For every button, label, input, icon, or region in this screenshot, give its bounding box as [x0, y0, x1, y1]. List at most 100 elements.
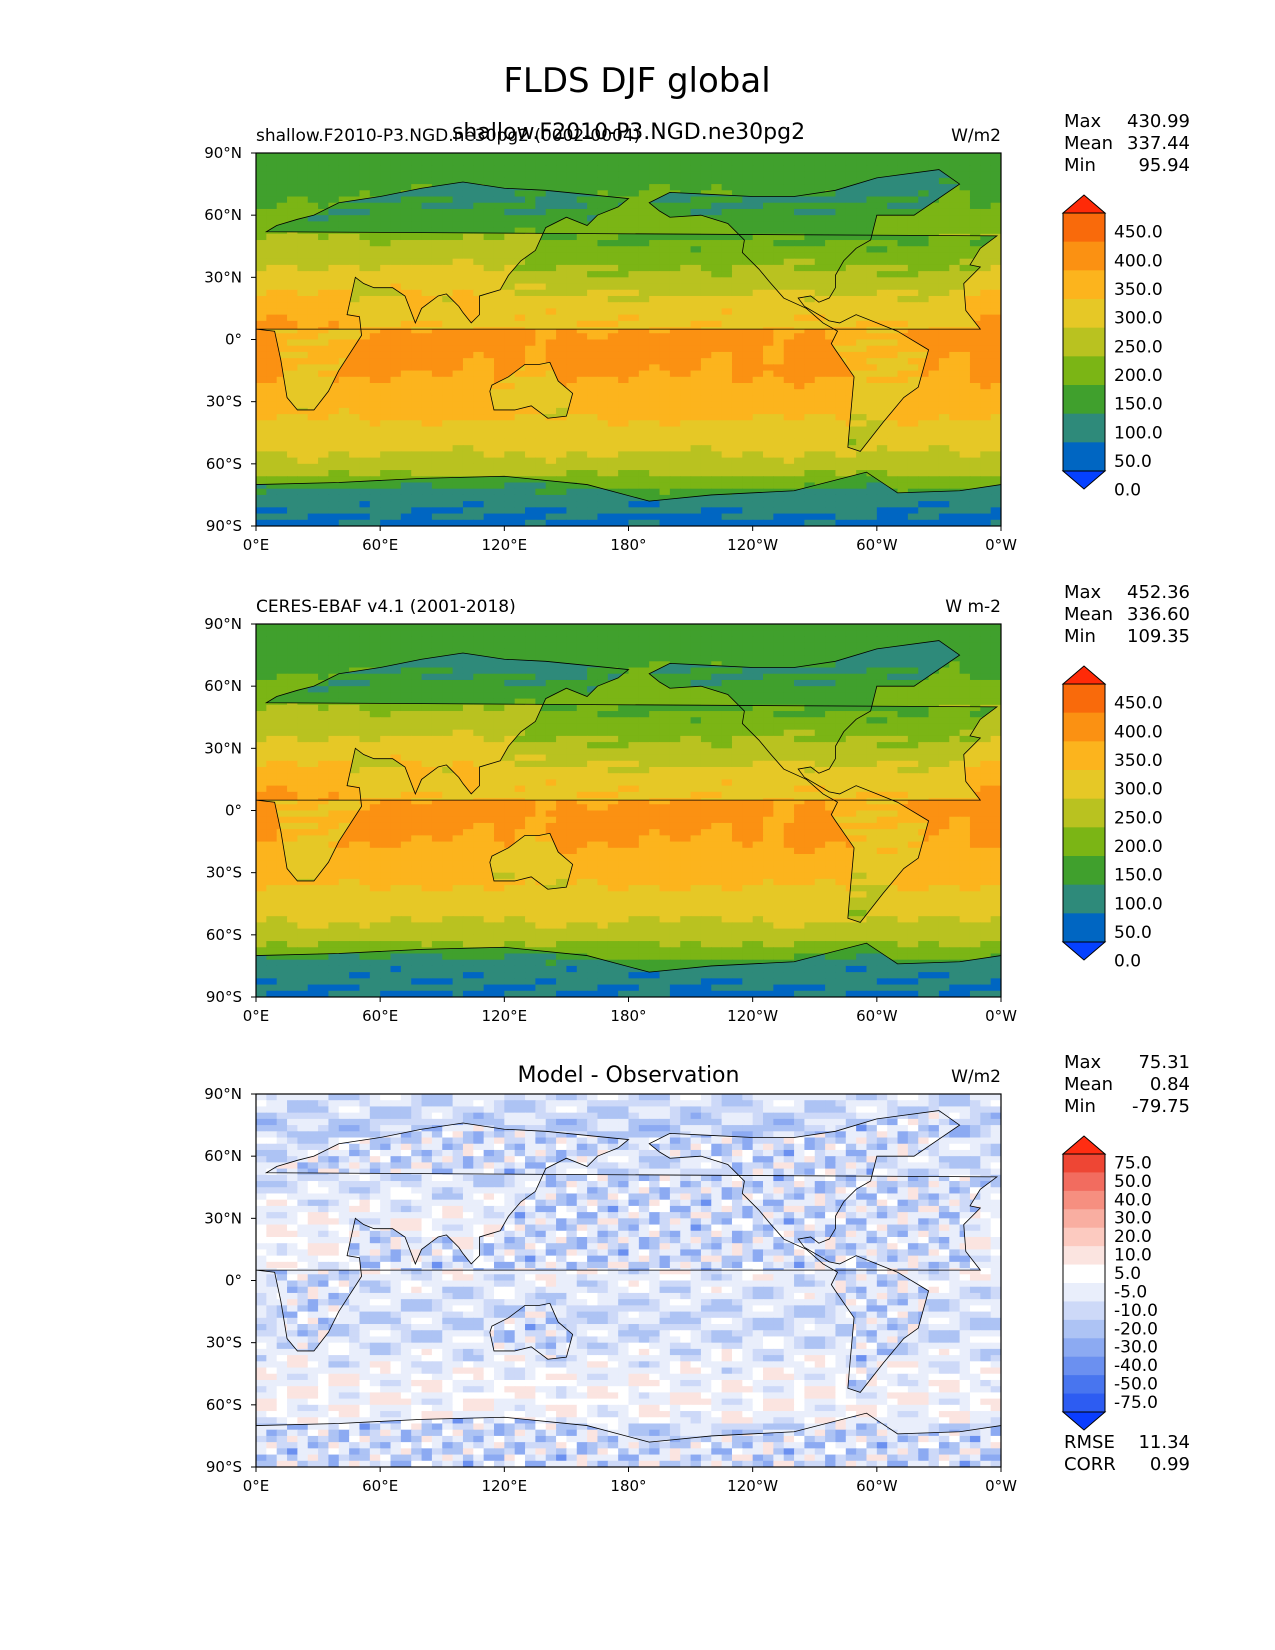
- y-tick-label: 0°: [225, 1272, 242, 1290]
- panel-title-center: shallow.F2010-P3.NGD.ne30pg2: [452, 120, 805, 145]
- colorbar-segment: [1063, 327, 1105, 357]
- panel-title-left: CERES-EBAF v4.1 (2001-2018): [256, 597, 516, 617]
- colorbar-segment: [1063, 1190, 1105, 1210]
- colorbar-segment: [1063, 1154, 1105, 1173]
- colorbar-segment: [1063, 270, 1105, 300]
- stat-label: Max: [1064, 582, 1102, 603]
- stat-label: Min: [1064, 1096, 1096, 1117]
- panel-2: 0°E 60°E 120°E 180° 120°W 60°W 0°W 90°N 60°N 30°N…: [204, 582, 1190, 1025]
- colorbar-segment: [1063, 712, 1105, 742]
- stat-value: 95.94: [1138, 155, 1190, 176]
- colorbar-tick-label: 5.0: [1114, 1264, 1141, 1284]
- y-tick-label: 30°N: [204, 268, 242, 286]
- colorbar-segment: [1063, 241, 1105, 271]
- x-tick-label: 0°E: [243, 1007, 270, 1025]
- panel-units: W m-2: [945, 597, 1001, 617]
- colorbar-segment: [1063, 1209, 1105, 1229]
- x-tick-label: 120°W: [727, 536, 778, 554]
- colorbar-tick-label: 200.0: [1114, 366, 1163, 386]
- colorbar-segment: [1063, 1393, 1105, 1413]
- colorbar-max-extend: [1061, 194, 1107, 214]
- colorbar-segment: [1063, 884, 1105, 914]
- colorbar-tick-label: 100.0: [1114, 894, 1163, 914]
- map-field: [256, 1094, 1001, 1467]
- coastline-2: [489, 1302, 574, 1360]
- colorbar-max-extend: [1061, 1135, 1107, 1155]
- panel-1: 0°E 60°E 120°E 180° 120°W 60°W 0°W 90°N 60°N 30°N…: [204, 111, 1190, 554]
- stat-value: 11.34: [1138, 1432, 1190, 1453]
- coastline-0: [256, 1122, 999, 1352]
- colorbar-tick-label: 0.0: [1114, 481, 1141, 501]
- colorbar-min-extend: [1061, 470, 1107, 490]
- stat-value: 430.99: [1127, 111, 1190, 132]
- stat-label: Max: [1064, 1052, 1102, 1073]
- colorbar-segment: [1063, 741, 1105, 771]
- panel-3: 0°E 60°E 120°E 180° 120°W 60°W 0°W 90°N 60°N 30°N…: [204, 1052, 1190, 1495]
- coastline-0: [256, 181, 999, 411]
- y-tick-label: 0°: [225, 802, 242, 820]
- stat-value: 0.84: [1150, 1074, 1190, 1095]
- colorbar-min-extend: [1061, 1411, 1107, 1431]
- colorbar: 450.0 400.0 350.0 300.0 250.0 200.0 150.0 100.0…: [1061, 194, 1163, 501]
- coastline-1: [648, 1110, 961, 1393]
- x-tick-label: 120°E: [482, 536, 528, 554]
- x-tick-label: 60°E: [362, 1477, 398, 1495]
- coastline-1: [648, 640, 961, 923]
- colorbar-segment: [1063, 798, 1105, 828]
- colorbar-tick-label: 350.0: [1114, 751, 1163, 771]
- x-tick-label: 120°E: [482, 1007, 528, 1025]
- coastline-3: [256, 471, 1001, 526]
- panel-units: W/m2: [951, 1067, 1001, 1087]
- colorbar-tick-label: 400.0: [1114, 722, 1163, 742]
- colorbar-tick-label: 75.0: [1114, 1153, 1152, 1173]
- colorbar-segment: [1063, 1319, 1105, 1339]
- x-tick-label: 120°W: [727, 1007, 778, 1025]
- x-tick-label: 120°W: [727, 1477, 778, 1495]
- y-tick-label: 90°N: [204, 1085, 242, 1103]
- y-tick-label: 90°S: [206, 1458, 242, 1476]
- coastline-3: [256, 1412, 1001, 1467]
- stat-value: 109.35: [1127, 626, 1190, 647]
- colorbar-segment: [1063, 827, 1105, 857]
- x-tick-label: 0°W: [985, 1007, 1017, 1025]
- stat-value: 336.60: [1127, 604, 1190, 625]
- colorbar: 75.050.040.030.020.010.05.0-5.0-10.0-20.…: [1061, 1135, 1158, 1431]
- colorbar-segment: [1063, 1172, 1105, 1192]
- panel-title-center: Model - Observation: [518, 1063, 740, 1088]
- y-tick-label: 30°S: [206, 1334, 242, 1352]
- colorbar-tick-label: -75.0: [1114, 1393, 1158, 1413]
- x-tick-label: 60°W: [856, 1007, 898, 1025]
- x-tick-label: 60°E: [362, 536, 398, 554]
- colorbar-min-extend: [1061, 941, 1107, 961]
- panel-title-left: shallow.F2010-P3.NGD.ne30pg2 (0002-0004): [256, 126, 640, 146]
- colorbar-segment: [1063, 356, 1105, 386]
- x-tick-label: 0°E: [243, 536, 270, 554]
- x-tick-label: 0°W: [985, 536, 1017, 554]
- colorbar-tick-label: 250.0: [1114, 337, 1163, 357]
- y-tick-label: 30°S: [206, 393, 242, 411]
- coastline-0: [256, 652, 999, 882]
- colorbar-segment: [1063, 1283, 1105, 1302]
- y-tick-label: 30°N: [204, 739, 242, 757]
- y-tick-label: 30°S: [206, 864, 242, 882]
- colorbar-frame: [1062, 212, 1106, 472]
- stat-value: 75.31: [1138, 1052, 1190, 1073]
- colorbar-tick-label: 10.0: [1114, 1246, 1152, 1266]
- y-tick-label: 60°S: [206, 1396, 242, 1414]
- colorbar-tick-label: 450.0: [1114, 694, 1163, 714]
- colorbar-tick-label: -50.0: [1114, 1375, 1158, 1395]
- colorbar-tick-label: -40.0: [1114, 1356, 1158, 1376]
- map-field: [256, 153, 1001, 526]
- stat-value: -79.75: [1132, 1096, 1190, 1117]
- y-tick-label: 30°N: [204, 1209, 242, 1227]
- stat-value: 452.36: [1127, 582, 1190, 603]
- colorbar-segment: [1063, 1264, 1105, 1284]
- stat-value: 337.44: [1127, 133, 1190, 154]
- colorbar-tick-label: -20.0: [1114, 1319, 1158, 1339]
- stat-label: CORR: [1064, 1454, 1116, 1475]
- y-tick-label: 60°N: [204, 1147, 242, 1165]
- colorbar-tick-label: -30.0: [1114, 1338, 1158, 1358]
- stat-label: Mean: [1064, 1074, 1113, 1095]
- colorbar-tick-label: -5.0: [1114, 1282, 1147, 1302]
